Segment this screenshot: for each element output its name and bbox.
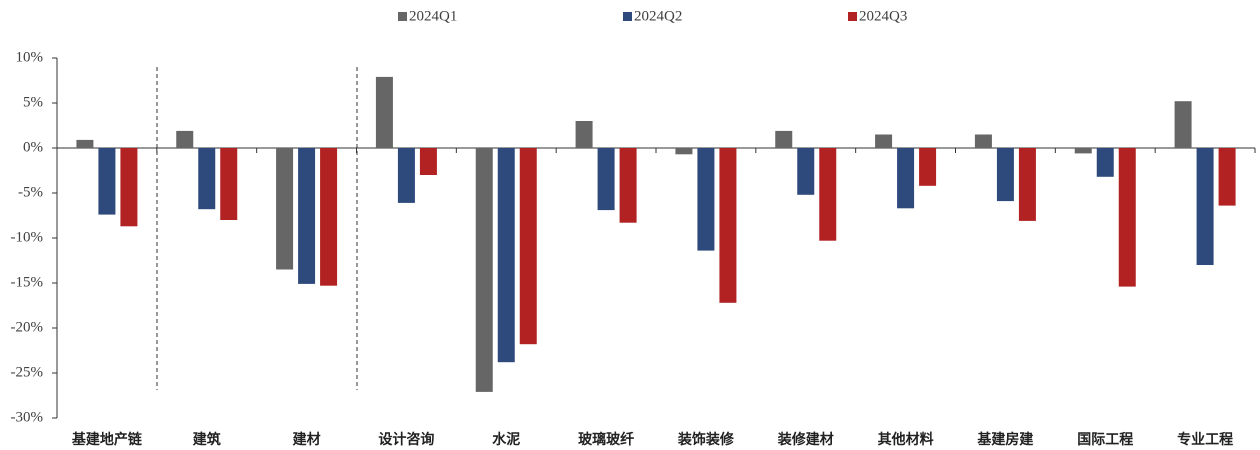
bar [797, 148, 815, 195]
x-tick-label: 设计咨询 [378, 431, 434, 448]
legend-label: 2024Q3 [859, 8, 907, 24]
bar [974, 134, 992, 148]
bar [675, 148, 693, 155]
x-tick-label: 其他材料 [878, 431, 934, 448]
y-tick-label: -20% [11, 319, 44, 335]
bar [575, 121, 593, 148]
bar [475, 148, 493, 392]
bar [697, 148, 715, 251]
bar [597, 148, 615, 211]
bar [897, 148, 915, 209]
bar [1096, 148, 1114, 177]
bar [198, 148, 216, 210]
bar [1074, 148, 1092, 154]
bar [220, 148, 238, 220]
y-tick-label: -30% [11, 409, 44, 425]
x-tick-label: 玻璃玻纤 [578, 431, 634, 448]
y-tick-label: 0% [23, 139, 43, 155]
bar [497, 148, 515, 363]
bar [1118, 148, 1136, 287]
bar [775, 130, 793, 148]
x-tick-label: 装饰装修 [677, 431, 735, 448]
legend-swatch [848, 12, 857, 21]
x-tick-label: 基建地产链 [72, 431, 143, 448]
bar [76, 139, 94, 148]
bar [320, 148, 338, 286]
y-tick-label: -25% [11, 364, 44, 380]
bar [1174, 101, 1192, 148]
bar [619, 148, 637, 223]
bar [298, 148, 316, 284]
bar [919, 148, 937, 186]
bar [875, 134, 893, 148]
bar [1018, 148, 1036, 221]
legend-swatch [398, 12, 407, 21]
bar [1196, 148, 1214, 265]
legend-swatch [623, 12, 632, 21]
y-tick-label: 5% [23, 94, 43, 110]
bar [719, 148, 737, 303]
bar [1218, 148, 1236, 206]
x-tick-label: 建筑 [193, 431, 221, 448]
bar [419, 148, 437, 175]
bar [996, 148, 1014, 202]
bar [519, 148, 537, 345]
legend-label: 2024Q2 [634, 8, 682, 24]
bar [176, 130, 194, 148]
x-tick-label: 水泥 [492, 431, 520, 448]
y-tick-label: -10% [11, 229, 44, 245]
bar [276, 148, 294, 270]
legend-label: 2024Q1 [409, 8, 457, 24]
bar [397, 148, 415, 203]
x-tick-label: 建材 [293, 431, 321, 448]
y-tick-label: -5% [18, 184, 43, 200]
bar [120, 148, 138, 227]
bar [819, 148, 837, 241]
x-tick-label: 国际工程 [1077, 432, 1133, 448]
x-tick-label: 装修建材 [777, 431, 834, 448]
x-tick-label: 专业工程 [1177, 431, 1233, 448]
x-tick-label: 基建房建 [977, 431, 1033, 448]
bar [375, 76, 393, 148]
bar [98, 148, 116, 215]
y-tick-label: 10% [16, 49, 44, 65]
y-tick-label: -15% [11, 274, 44, 290]
